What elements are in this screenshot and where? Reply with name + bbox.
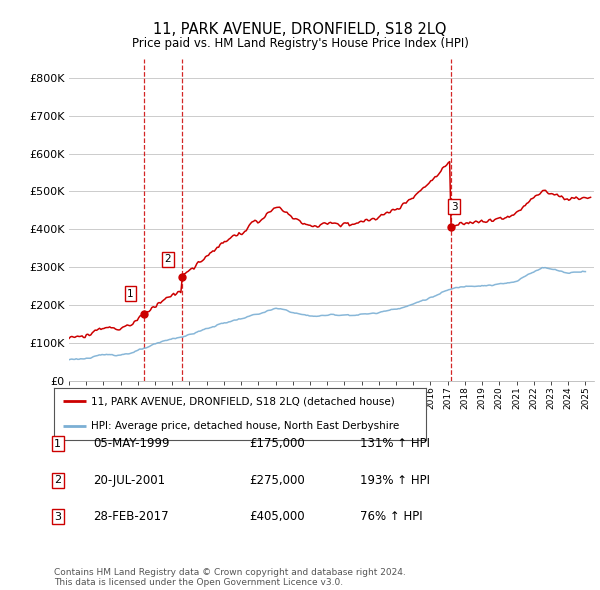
Text: 1: 1: [54, 439, 61, 448]
Text: 1: 1: [127, 289, 133, 299]
Text: £275,000: £275,000: [249, 474, 305, 487]
Text: Contains HM Land Registry data © Crown copyright and database right 2024.
This d: Contains HM Land Registry data © Crown c…: [54, 568, 406, 587]
Text: 2: 2: [164, 254, 171, 264]
Text: HPI: Average price, detached house, North East Derbyshire: HPI: Average price, detached house, Nort…: [91, 421, 400, 431]
Text: 05-MAY-1999: 05-MAY-1999: [93, 437, 170, 450]
Text: 3: 3: [54, 512, 61, 522]
Text: £175,000: £175,000: [249, 437, 305, 450]
Text: 20-JUL-2001: 20-JUL-2001: [93, 474, 165, 487]
Text: 3: 3: [451, 202, 457, 212]
Text: 2: 2: [54, 476, 61, 485]
Text: £405,000: £405,000: [249, 510, 305, 523]
Text: 11, PARK AVENUE, DRONFIELD, S18 2LQ: 11, PARK AVENUE, DRONFIELD, S18 2LQ: [153, 22, 447, 37]
Text: 11, PARK AVENUE, DRONFIELD, S18 2LQ (detached house): 11, PARK AVENUE, DRONFIELD, S18 2LQ (det…: [91, 396, 395, 406]
Text: 76% ↑ HPI: 76% ↑ HPI: [360, 510, 422, 523]
Text: 28-FEB-2017: 28-FEB-2017: [93, 510, 169, 523]
Text: 193% ↑ HPI: 193% ↑ HPI: [360, 474, 430, 487]
Text: 131% ↑ HPI: 131% ↑ HPI: [360, 437, 430, 450]
Text: Price paid vs. HM Land Registry's House Price Index (HPI): Price paid vs. HM Land Registry's House …: [131, 37, 469, 50]
